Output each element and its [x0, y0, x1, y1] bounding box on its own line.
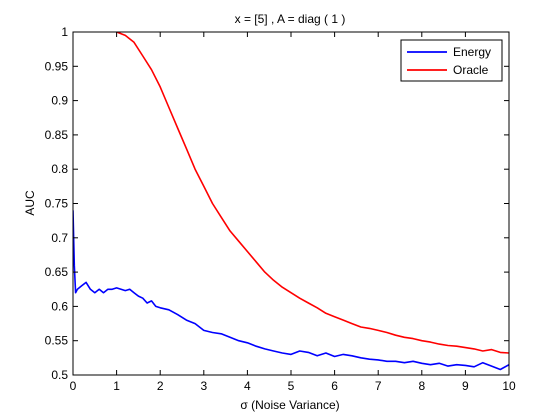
- x-tick-label: 1: [113, 379, 120, 393]
- x-tick-label: 2: [157, 379, 164, 393]
- chart-title: x = [5] , A = diag ( 1 ): [235, 12, 346, 26]
- y-tick-label: 0.95: [45, 59, 69, 73]
- y-tick-label: 0.75: [45, 197, 69, 211]
- legend: Energy Oracle: [400, 39, 503, 82]
- plot-area: [73, 32, 509, 375]
- x-tick-label: 4: [244, 379, 251, 393]
- y-tick-label: 1: [61, 25, 68, 39]
- y-tick-label: 0.9: [51, 94, 68, 108]
- x-tick-label: 5: [288, 379, 295, 393]
- x-tick-label: 8: [418, 379, 425, 393]
- x-tick-label: 10: [502, 379, 516, 393]
- y-tick-label: 0.8: [51, 162, 68, 176]
- series-line-energy: [73, 210, 509, 371]
- y-tick-label: 0.65: [45, 265, 69, 279]
- y-tick-label: 0.6: [51, 299, 68, 313]
- x-tick-label: 6: [331, 379, 338, 393]
- y-tick-label: 0.5: [51, 368, 68, 382]
- y-tick-label: 0.55: [45, 334, 69, 348]
- x-tick-label: 7: [375, 379, 382, 393]
- series-line-oracle: [116, 32, 509, 354]
- x-tick-label: 0: [70, 379, 77, 393]
- plot-background: [73, 32, 509, 375]
- y-tick-label: 0.7: [51, 231, 68, 245]
- ticks-layer: 0 1 2 3 4 5 6 7 8 9 10 0.5 0.55 0.6 0.65 0.7 0.75 0.8 0.85…: [45, 25, 516, 393]
- y-axis-label: AUC: [23, 190, 37, 216]
- legend-box: [400, 39, 503, 82]
- series-layer: [73, 32, 509, 371]
- y-tick-label: 0.85: [45, 128, 69, 142]
- legend-label-energy: Energy: [453, 45, 491, 59]
- x-tick-label: 3: [200, 379, 207, 393]
- legend-label-oracle: Oracle: [453, 63, 489, 77]
- x-axis-label: σ (Noise Variance): [240, 398, 339, 412]
- x-tick-label: 9: [462, 379, 469, 393]
